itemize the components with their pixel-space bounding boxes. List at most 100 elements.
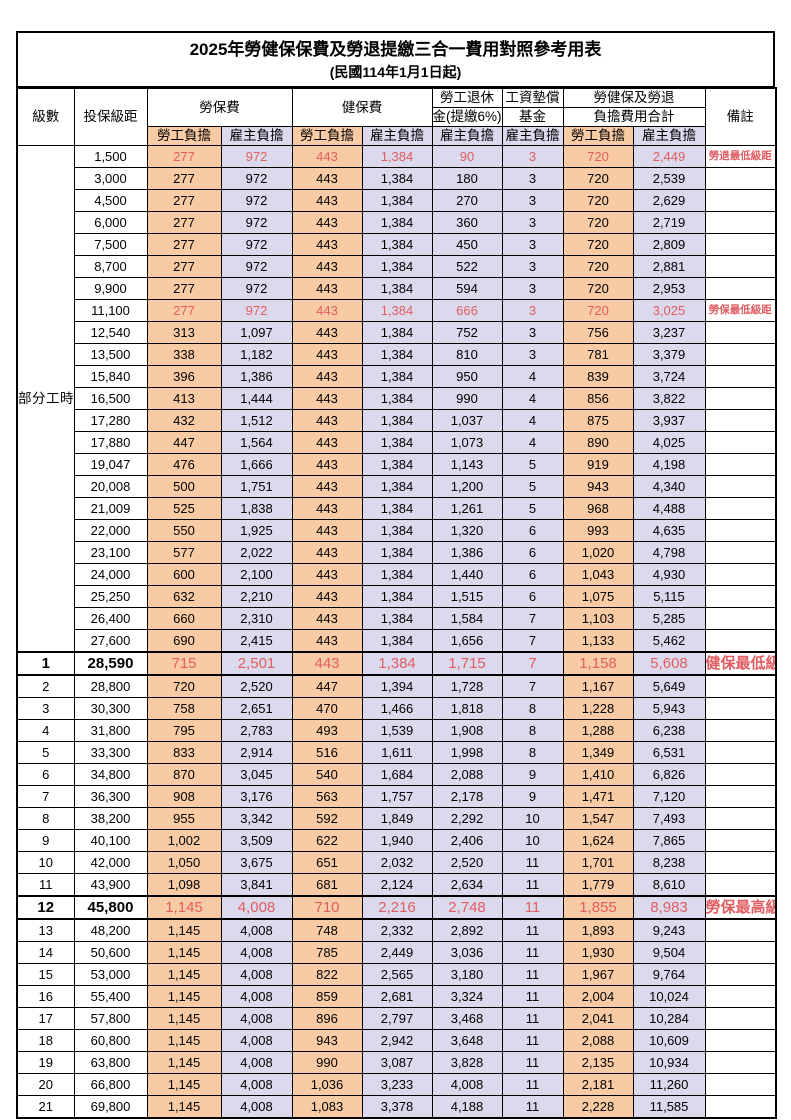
table-row: 17,280 432 1,512 443 1,384 1,037 4 875 3,937 (17, 409, 777, 432)
bracket-cell: 57,800 (73, 1007, 148, 1030)
value-cell: 950 (431, 365, 503, 388)
bracket-cell: 8,700 (73, 255, 148, 278)
value-cell: 4,008 (220, 963, 293, 986)
table-row: 27,600 690 2,415 443 1,384 1,656 7 1,133 5,462 (17, 629, 777, 653)
value-cell: 1,043 (562, 563, 634, 586)
value-cell: 720 (562, 299, 634, 322)
bracket-cell: 40,100 (73, 829, 148, 852)
value-cell: 2,914 (220, 741, 293, 764)
value-cell: 443 (291, 167, 363, 190)
value-cell: 1,666 (220, 453, 293, 476)
value-cell: 1,855 (562, 895, 634, 920)
bracket-cell: 23,100 (73, 541, 148, 564)
bracket-cell: 69,800 (73, 1095, 148, 1119)
value-cell: 1,410 (562, 763, 634, 786)
value-cell: 3 (501, 321, 564, 344)
value-cell: 3,036 (431, 941, 503, 964)
value-cell: 2,100 (220, 563, 293, 586)
value-cell: 1,611 (361, 741, 433, 764)
value-cell: 2,629 (632, 189, 706, 212)
value-cell: 476 (146, 453, 222, 476)
remark-cell (704, 365, 777, 388)
remark-cell (704, 963, 777, 986)
value-cell: 6 (501, 585, 564, 608)
value-cell: 1,925 (220, 519, 293, 542)
value-cell: 1,394 (361, 674, 433, 698)
value-cell: 7 (501, 629, 564, 653)
value-cell: 3 (501, 255, 564, 278)
value-cell: 443 (291, 387, 363, 410)
fee-table: 級數 投保級距 勞保費 健保費 勞工退休 工資墊償 勞健保及勞退 備註 金(提繳… (16, 87, 777, 1119)
value-cell: 4,008 (220, 1073, 293, 1096)
value-cell: 1,384 (361, 651, 433, 676)
value-cell: 443 (291, 629, 363, 653)
value-cell: 2,634 (431, 873, 503, 897)
bracket-cell: 66,800 (73, 1073, 148, 1096)
value-cell: 1,701 (562, 851, 634, 874)
value-cell: 443 (291, 233, 363, 256)
value-cell: 1,684 (361, 763, 433, 786)
value-cell: 7,865 (632, 829, 706, 852)
value-cell: 4 (501, 387, 564, 410)
value-cell: 500 (146, 475, 222, 498)
value-cell: 781 (562, 343, 634, 366)
remark-cell (704, 829, 777, 852)
bracket-cell: 11,100 (73, 299, 148, 322)
bracket-cell: 28,800 (73, 674, 148, 698)
value-cell: 360 (431, 211, 503, 234)
value-cell: 5,462 (632, 629, 706, 653)
value-cell: 2,088 (431, 763, 503, 786)
value-cell: 1,103 (562, 607, 634, 630)
value-cell: 3,025 (632, 299, 706, 322)
value-cell: 3 (501, 189, 564, 212)
value-cell: 4,798 (632, 541, 706, 564)
value-cell: 972 (220, 277, 293, 300)
level-cell: 8 (16, 807, 75, 830)
value-cell: 338 (146, 343, 222, 366)
table-row: 9 40,100 1,002 3,509 622 1,940 2,406 10 1,624 7,8… (16, 829, 777, 852)
value-cell: 577 (146, 541, 222, 564)
bracket-cell: 7,500 (73, 233, 148, 256)
remark-cell (704, 763, 777, 786)
value-cell: 993 (562, 519, 634, 542)
value-cell: 2,681 (361, 985, 433, 1008)
level-cell: 21 (16, 1095, 75, 1119)
bracket-cell: 63,800 (73, 1051, 148, 1074)
value-cell: 3 (501, 233, 564, 256)
value-cell: 443 (291, 211, 363, 234)
value-cell: 972 (220, 145, 293, 168)
remark-cell (704, 585, 777, 608)
col-header-total-line2: 負擔費用合計 (562, 107, 706, 127)
value-cell: 1,097 (220, 321, 293, 344)
value-cell: 720 (562, 167, 634, 190)
value-cell: 2,216 (361, 895, 433, 920)
value-cell: 443 (291, 299, 363, 322)
value-cell: 4 (501, 431, 564, 454)
value-cell: 2,719 (632, 211, 706, 234)
value-cell: 1,384 (361, 233, 433, 256)
value-cell: 8 (501, 719, 564, 742)
value-cell: 1,656 (431, 629, 503, 653)
remark-cell (704, 497, 777, 520)
value-cell: 6 (501, 519, 564, 542)
value-cell: 1,384 (361, 145, 433, 168)
bracket-cell: 6,000 (73, 211, 148, 234)
value-cell: 1,073 (431, 431, 503, 454)
value-cell: 443 (291, 321, 363, 344)
value-cell: 3,822 (632, 387, 706, 410)
value-cell: 2,783 (220, 719, 293, 742)
value-cell: 943 (291, 1029, 363, 1052)
value-cell: 6,531 (632, 741, 706, 764)
value-cell: 1,624 (562, 829, 634, 852)
bracket-cell: 3,000 (73, 167, 148, 190)
value-cell: 990 (291, 1051, 363, 1074)
bracket-cell: 12,540 (73, 321, 148, 344)
table-row: 12 45,800 1,145 4,008 710 2,216 2,748 11 1,855 8,… (16, 895, 777, 920)
value-cell: 4,008 (220, 918, 293, 942)
value-cell: 413 (146, 387, 222, 410)
bracket-cell: 30,300 (73, 697, 148, 720)
value-cell: 550 (146, 519, 222, 542)
bracket-cell: 60,800 (73, 1029, 148, 1052)
remark-cell (704, 1073, 777, 1096)
value-cell: 4,008 (220, 985, 293, 1008)
